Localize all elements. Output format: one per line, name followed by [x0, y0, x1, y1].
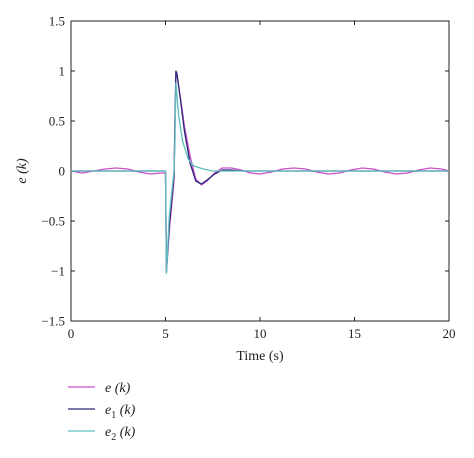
legend: e (k) e1 (k) e2 (k)	[68, 381, 136, 443]
y-tick-label: −1	[51, 264, 65, 279]
tick-labels: 0 5 10 15 20 1.5 1 0.5 0 −0.5 −1 −1.5	[41, 14, 455, 342]
series-line-3	[71, 82, 449, 274]
y-axis-label: e (k)	[15, 158, 30, 184]
x-tick-label: 15	[348, 326, 361, 341]
legend-label: e (k)	[105, 381, 131, 396]
legend-label: e2 (k)	[105, 425, 136, 443]
y-tick-label: −0.5	[41, 214, 65, 229]
y-tick-label: 1.5	[49, 14, 65, 29]
x-axis-label: Time (s)	[236, 349, 284, 364]
legend-label: e1 (k)	[105, 403, 136, 421]
x-tick-label: 20	[443, 326, 456, 341]
x-tick-label: 10	[254, 326, 267, 341]
y-tick-label: −1.5	[41, 314, 65, 329]
series-line-1	[70, 72, 450, 274]
x-tick-label: 0	[68, 326, 75, 341]
y-tick-label: 0.5	[49, 114, 65, 129]
x-tick-label: 5	[162, 326, 169, 341]
plot-area	[70, 20, 450, 322]
series-lines	[70, 70, 450, 274]
y-tick-label: 1	[59, 64, 66, 79]
y-tick-label: 0	[59, 164, 66, 179]
